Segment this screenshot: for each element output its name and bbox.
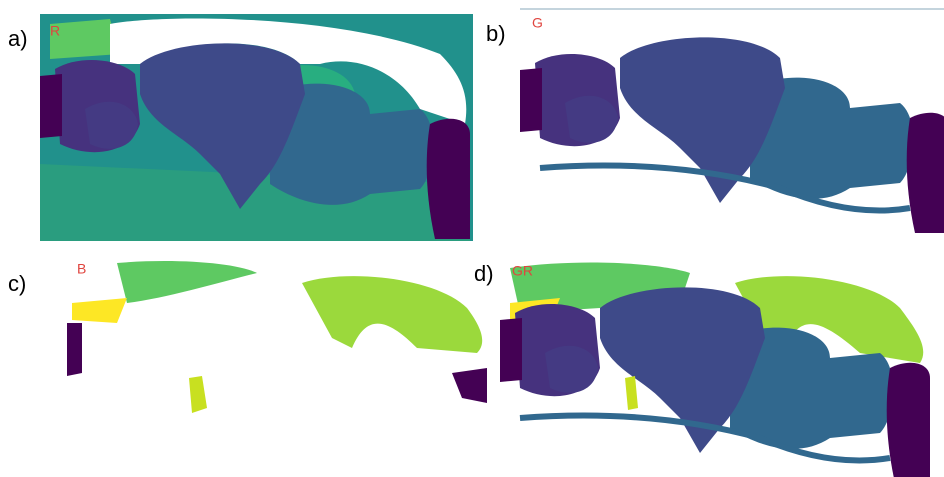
segmentation-image: GR [500,258,944,477]
segmentation-image: R [40,14,473,241]
image-label: R [50,23,60,39]
panel-label: d) [474,261,494,286]
segmentation-image: G [520,8,944,235]
image-label: G [532,15,543,31]
figure: a) R b) G c) B d) GR [0,0,944,477]
panel-label: c) [8,271,26,296]
image-label: GR [512,263,533,279]
panel-label: a) [8,26,28,51]
panel-label: b) [486,21,506,46]
segmentation-image: B [67,258,487,465]
image-label: B [77,261,86,277]
